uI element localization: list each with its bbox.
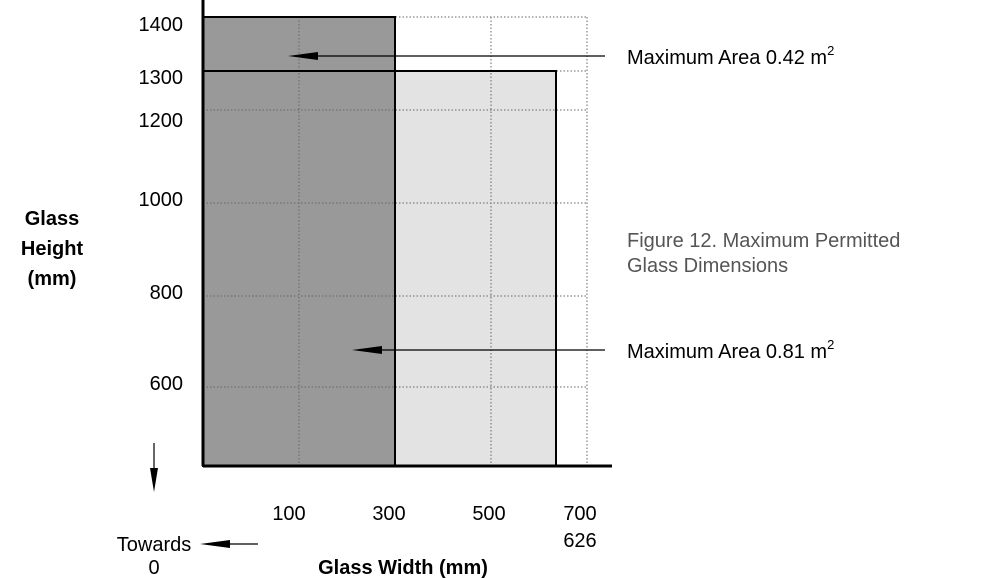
arrow-icon <box>352 346 382 354</box>
y-axis-title: Height <box>21 238 84 260</box>
region-label-sup: 2 <box>827 337 834 352</box>
arrow-icon <box>288 52 318 60</box>
y-tick-label: 1300 <box>139 67 184 89</box>
origin-note-line: Towards <box>117 534 191 556</box>
region-label-sup: 2 <box>827 43 834 58</box>
x-tick-label: 300 <box>372 503 405 525</box>
regions <box>202 16 588 467</box>
axes <box>201 0 612 468</box>
y-axis-title: Glass <box>25 208 79 230</box>
figure-caption: Figure 12. Maximum Permitted <box>627 230 900 252</box>
x-tick-label: 500 <box>472 503 505 525</box>
region-label: Maximum Area 0.42 m2 <box>627 43 834 69</box>
x-tick-label: 100 <box>272 503 305 525</box>
arrow-down-icon <box>150 468 158 492</box>
y-tick-label: 1400 <box>139 14 184 36</box>
y-tick-label: 1200 <box>139 110 184 132</box>
x-axis-title: Glass Width (mm) <box>318 557 488 578</box>
figure-caption: Glass Dimensions <box>627 255 788 277</box>
arrow-left-icon <box>200 540 230 548</box>
y-tick-label: 800 <box>150 282 183 304</box>
y-tick-label: 1000 <box>139 189 184 211</box>
y-axis-title: (mm) <box>28 268 77 290</box>
origin-note-line: 0 <box>148 557 159 578</box>
y-tick-label: 600 <box>150 373 183 395</box>
x-tick-label: 700 <box>563 503 596 525</box>
x-extra-label: 626 <box>563 530 596 552</box>
region-label: Maximum Area 0.81 m2 <box>627 337 834 363</box>
labels: 600 800 1000 1200 1300 1400 100 300 500 700 626 Gla… <box>21 14 901 578</box>
